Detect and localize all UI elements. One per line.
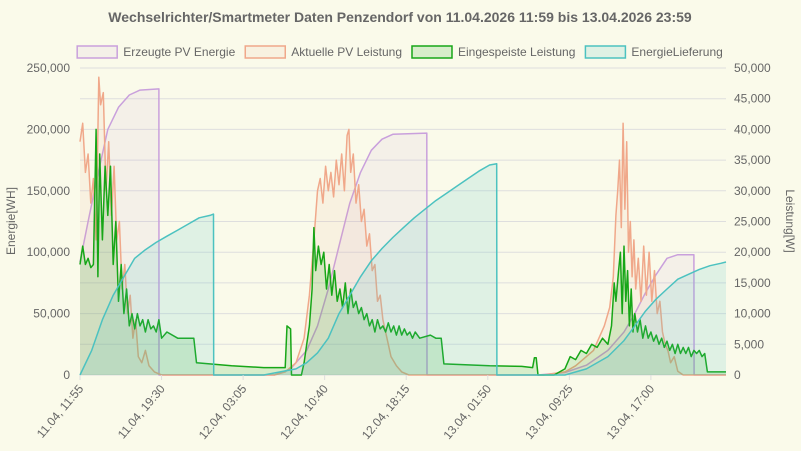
x-tick-label: 12.04, 18:15	[359, 382, 413, 442]
x-tick-label: 13.04, 01:50	[440, 382, 494, 442]
y-right-tick-label: 15,000	[734, 276, 771, 290]
y-left-tick-label: 250,000	[27, 61, 71, 75]
x-tick-label: 11.04, 19:30	[115, 382, 168, 442]
y-left-tick-label: 50,000	[33, 307, 70, 321]
y-right-tick-label: 45,000	[734, 92, 771, 106]
y-left-tick-label: 100,000	[27, 245, 71, 259]
y-left-tick-label: 200,000	[27, 122, 71, 136]
series	[79, 76, 726, 376]
legend-item[interactable]: Aktuelle PV Leistung	[244, 45, 402, 59]
x-tick-label: 11.04, 11:55	[34, 382, 87, 441]
y-left-tick-label: 0	[63, 368, 70, 382]
x-tick-label: 13.04, 17:00	[604, 382, 658, 442]
series-area	[80, 129, 726, 375]
y-axis-right: 0 5,000 10,000 15,000 20,000 25,000 30,000 35,0…	[734, 61, 771, 382]
y-axis-left: 0 50,000 100,000 150,000 200,000 250,000	[27, 61, 71, 382]
series-area	[80, 88, 726, 376]
series-line	[79, 128, 726, 376]
legend-swatch	[76, 45, 118, 59]
y-right-tick-label: 20,000	[734, 245, 771, 259]
x-tick-label: 12.04, 10:40	[277, 382, 331, 442]
series-line	[79, 163, 727, 376]
y-right-tick-label: 30,000	[734, 184, 771, 198]
legend-swatch	[244, 45, 287, 59]
y-axis-left-title: Energie[WH]	[4, 187, 18, 255]
legend-item[interactable]: Eingespeiste Leistung	[411, 45, 575, 59]
legend-swatch	[584, 45, 627, 59]
y-right-tick-label: 0	[734, 368, 741, 382]
legend-label: Eingespeiste Leistung	[458, 45, 575, 59]
y-right-tick-label: 10,000	[734, 307, 771, 321]
legend-swatch	[411, 45, 453, 59]
y-right-tick-label: 5,000	[734, 337, 764, 351]
series	[79, 163, 727, 376]
legend-label: Erzeugte PV Energie	[123, 45, 235, 59]
series-area	[80, 163, 726, 375]
legend-item[interactable]: Erzeugte PV Energie	[76, 45, 236, 59]
series	[79, 128, 726, 376]
series-line	[79, 88, 726, 376]
chart-title: Wechselrichter/Smartmeter Daten Penzendo…	[108, 9, 692, 25]
legend[interactable]: Erzeugte PV Energie Aktuelle PV Leistung E…	[76, 45, 723, 59]
series-layer	[79, 76, 727, 376]
x-axis: 11.04, 11:55 11.04, 19:30 12.04, 03:05 12.0…	[34, 375, 658, 442]
legend-item[interactable]: EnergieLieferung	[584, 45, 723, 59]
y-axis-right-title: Leistung[W]	[783, 189, 797, 252]
y-right-tick-label: 40,000	[734, 122, 771, 136]
y-right-tick-label: 50,000	[734, 61, 771, 75]
legend-label: Aktuelle PV Leistung	[291, 45, 402, 59]
grid	[80, 67, 726, 376]
series-area	[80, 77, 726, 375]
x-tick-label: 12.04, 03:05	[196, 382, 250, 442]
y-right-tick-label: 35,000	[734, 153, 771, 167]
y-left-tick-label: 150,000	[27, 184, 71, 198]
legend-label: EnergieLieferung	[631, 45, 722, 59]
series-line	[79, 76, 726, 376]
y-right-tick-label: 25,000	[734, 215, 771, 229]
series	[79, 88, 726, 376]
x-tick-label: 13.04, 09:25	[522, 382, 576, 442]
